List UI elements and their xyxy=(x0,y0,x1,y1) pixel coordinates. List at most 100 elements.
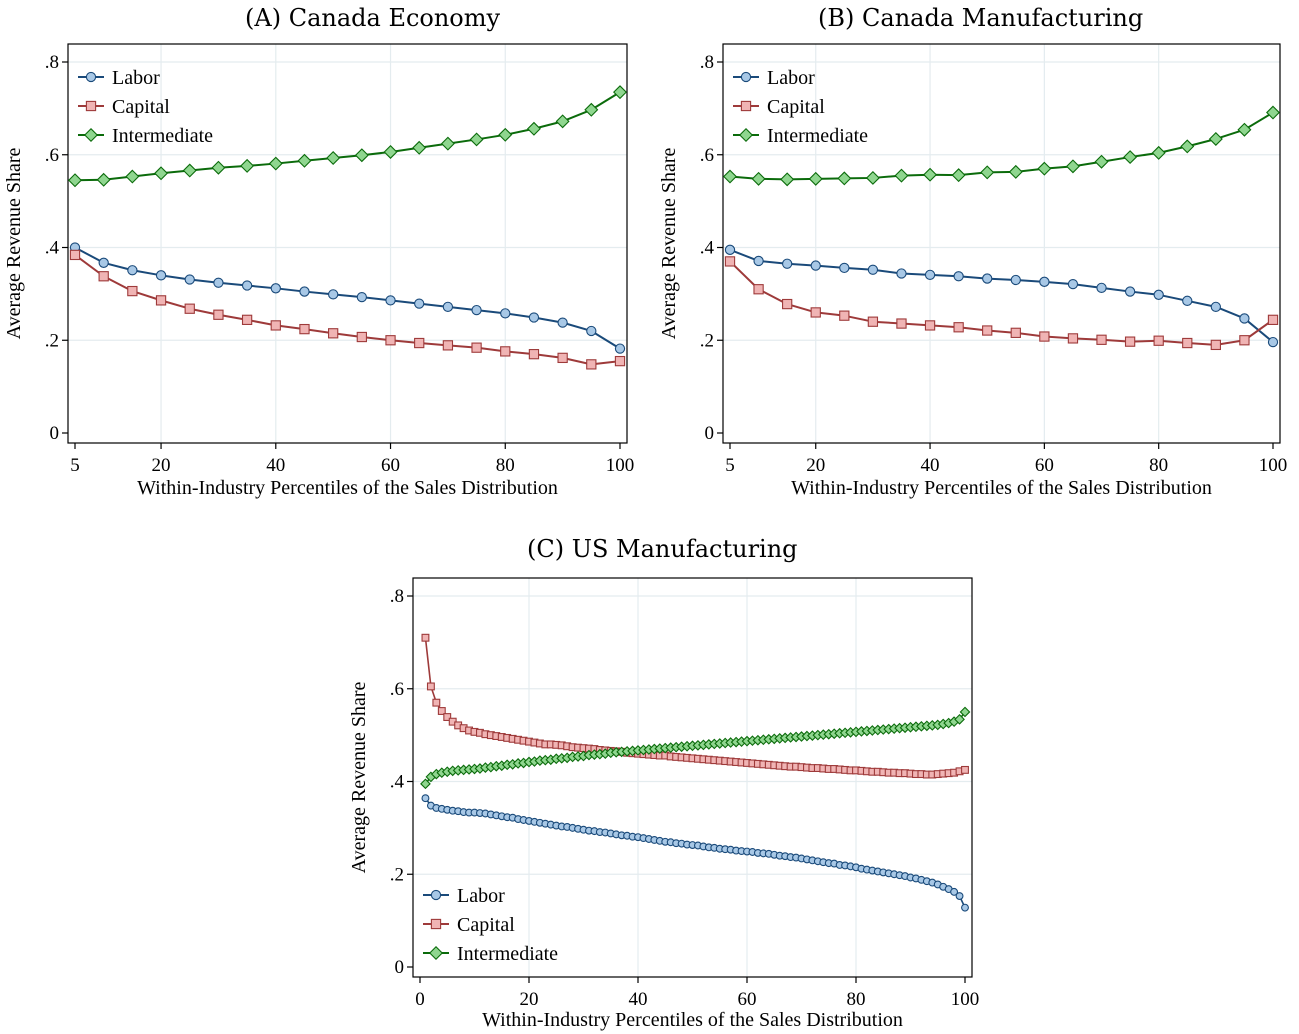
data-point-labor xyxy=(471,304,482,316)
legend-label-capital: Capital xyxy=(112,96,170,118)
data-point-labor xyxy=(753,255,764,267)
chart-panel-1: 0 .2 .4 .6 .8 5 20 40 60 80 100 Within-Industry Per… xyxy=(3,43,634,499)
y-tick-label: .6 xyxy=(390,679,404,700)
x-tick-label: 60 xyxy=(1035,455,1054,476)
data-point-intermediate xyxy=(1065,159,1080,174)
x-tick-label: 40 xyxy=(266,455,285,476)
data-point-capital xyxy=(432,698,441,707)
y-tick-label: .8 xyxy=(390,586,404,607)
series-intermediate xyxy=(723,105,1280,187)
legend-marker-intermediate xyxy=(84,128,98,142)
series-capital xyxy=(421,633,969,779)
data-point-intermediate xyxy=(780,172,795,187)
data-point-labor xyxy=(1210,301,1221,313)
data-point-labor xyxy=(127,265,138,276)
data-point-labor xyxy=(299,286,310,297)
data-point-labor xyxy=(1182,295,1193,306)
data-point-labor xyxy=(1039,276,1050,287)
y-tick-label: 0 xyxy=(50,423,60,444)
series-line-capital xyxy=(74,254,621,366)
data-point-capital xyxy=(270,320,281,331)
data-point-intermediate xyxy=(959,706,971,718)
data-point-capital xyxy=(1182,337,1193,349)
legend-label-labor: Labor xyxy=(112,67,160,89)
data-point-labor xyxy=(614,343,626,354)
data-point-labor xyxy=(782,258,793,269)
panel-c-title-text: US Manufacturing xyxy=(571,535,798,563)
data-point-capital xyxy=(184,303,195,314)
data-point-intermediate xyxy=(412,140,427,155)
data-point-capital xyxy=(724,256,736,267)
data-point-intermediate xyxy=(555,114,570,129)
series-intermediate xyxy=(420,706,971,790)
series-capital xyxy=(724,256,1279,351)
data-point-intermediate xyxy=(837,171,852,186)
data-point-intermediate xyxy=(894,168,909,183)
panel-a-label: (A) xyxy=(245,4,282,32)
y-tick-label: .4 xyxy=(700,238,715,259)
data-point-intermediate xyxy=(268,156,283,171)
data-point-capital xyxy=(782,298,793,310)
y-tick-label: .6 xyxy=(700,145,714,166)
legend-label-capital: Capital xyxy=(767,96,825,118)
data-point-labor xyxy=(586,325,597,337)
data-point-labor xyxy=(528,312,540,323)
series-capital xyxy=(69,249,626,370)
data-point-capital xyxy=(528,349,540,360)
x-tick-label: 20 xyxy=(520,989,539,1010)
data-point-intermediate xyxy=(1094,154,1109,169)
data-point-capital xyxy=(385,335,396,346)
data-point-capital xyxy=(437,707,446,715)
data-point-intermediate xyxy=(526,121,541,136)
x-tick-label: 60 xyxy=(738,989,757,1010)
data-point-capital xyxy=(241,314,253,325)
y-tick-label: 0 xyxy=(395,957,405,978)
panel-c-label: (C) xyxy=(527,535,565,563)
data-point-labor xyxy=(241,280,253,291)
chart-panel-2: 0 .2 .4 .6 .8 5 20 40 60 80 100 Within-Industry Per… xyxy=(658,43,1288,499)
data-point-intermediate xyxy=(297,153,312,168)
series-labor xyxy=(69,242,626,354)
data-point-intermediate xyxy=(584,102,599,117)
x-axis-label: Within-Industry Percentiles of the Sales… xyxy=(137,477,558,499)
data-point-intermediate xyxy=(440,136,455,151)
y-tick-label: .8 xyxy=(700,52,714,73)
x-tick-label: 100 xyxy=(1259,455,1288,476)
data-point-labor xyxy=(924,269,936,281)
x-tick-label: 5 xyxy=(725,455,735,476)
legend-marker-labor xyxy=(430,889,442,901)
data-point-labor xyxy=(442,301,454,313)
panel-b-title: (B) Canada Manufacturing xyxy=(818,4,1143,32)
data-point-labor xyxy=(955,892,964,900)
data-point-labor xyxy=(950,887,959,896)
data-point-intermediate xyxy=(383,144,398,159)
legend-label-labor: Labor xyxy=(457,885,505,907)
data-point-labor xyxy=(953,271,964,282)
y-tick-label: .4 xyxy=(45,238,60,259)
data-point-capital xyxy=(213,309,224,320)
y-tick-label: .2 xyxy=(390,864,404,885)
x-axis-label: Within-Industry Percentiles of the Sales… xyxy=(482,1009,903,1031)
data-point-labor xyxy=(1267,336,1279,348)
data-point-capital xyxy=(614,355,626,367)
panel-a-title-text: Canada Economy xyxy=(288,4,501,32)
legend-label-labor: Labor xyxy=(767,67,815,89)
data-point-intermediate xyxy=(751,171,766,186)
data-point-intermediate xyxy=(1123,150,1138,165)
data-point-capital xyxy=(1039,331,1050,342)
data-point-labor xyxy=(1153,289,1164,300)
data-point-capital xyxy=(961,765,969,774)
data-point-intermediate xyxy=(420,778,431,790)
x-tick-label: 80 xyxy=(496,455,515,476)
x-axis-label: Within-Industry Percentiles of the Sales… xyxy=(791,477,1212,499)
data-point-labor xyxy=(1010,274,1021,286)
data-point-capital xyxy=(500,346,511,357)
data-point-capital xyxy=(443,713,452,721)
data-point-capital xyxy=(98,271,109,282)
data-point-intermediate xyxy=(1208,131,1223,146)
y-axis-label: Average Revenue Share xyxy=(658,148,680,340)
data-point-intermediate xyxy=(68,173,82,188)
legend-label-intermediate: Intermediate xyxy=(112,125,213,147)
data-point-labor xyxy=(1124,286,1136,297)
